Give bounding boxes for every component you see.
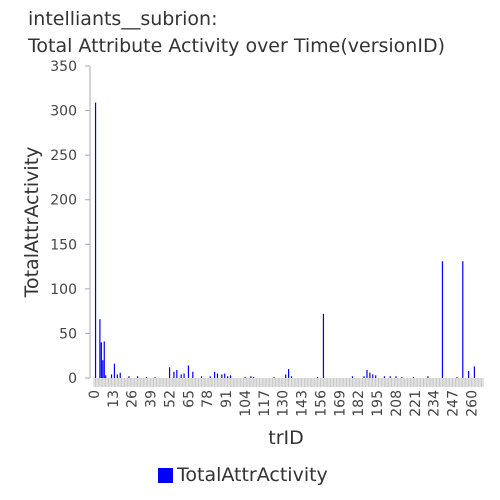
bar (99, 319, 101, 378)
bar (180, 374, 182, 378)
chart-title-line-2: Total Attribute Activity over Time(versi… (28, 35, 445, 57)
bar (389, 376, 391, 378)
bar (441, 261, 444, 378)
y-tick-label: 0 (68, 371, 77, 387)
x-axis-title: trID (268, 427, 304, 449)
bar (224, 373, 226, 378)
bar (209, 376, 211, 378)
x-tick-label: 130 (276, 390, 292, 417)
bar (285, 374, 287, 378)
bar (221, 374, 223, 378)
x-tick-label: 104 (238, 390, 254, 417)
bar (290, 376, 293, 378)
y-tick-label: 150 (50, 237, 77, 253)
bar (369, 372, 371, 378)
bar (110, 374, 113, 378)
legend: TotalAttrActivity (158, 464, 328, 486)
y-axis-title: TotalAttrActivity (21, 147, 43, 299)
bar-series (94, 102, 475, 378)
bar (351, 376, 354, 378)
y-tick-label: 200 (50, 193, 77, 209)
bar (383, 376, 385, 378)
y-tick-label: 50 (59, 326, 77, 342)
bar (253, 377, 255, 378)
x-tick-label: 0 (87, 390, 103, 399)
bar (473, 366, 475, 378)
bar (366, 369, 368, 378)
bar (216, 373, 219, 378)
bar (213, 371, 216, 378)
x-tick-label: 247 (446, 390, 462, 417)
bar (173, 371, 175, 378)
x-tick-label: 117 (257, 390, 273, 417)
bar (250, 376, 252, 378)
bar (322, 313, 325, 378)
bar (102, 360, 104, 378)
bar (317, 377, 319, 378)
legend-swatch (158, 467, 173, 483)
x-axis-ticks: 0 13 26 39 52 65 78 91 104 117 130 143 156 169 182 195 2… (87, 378, 484, 417)
x-tick-label: 260 (464, 390, 480, 417)
bar (229, 375, 232, 378)
chart-title: intelliants__subrion: Total Attribute Ac… (28, 6, 445, 60)
bar (100, 342, 102, 378)
y-axis-ticks: 0 50 100 150 200 250 300 350 (50, 59, 90, 387)
bar (427, 376, 429, 378)
bar (288, 369, 290, 378)
x-tick-label: 39 (144, 390, 160, 408)
bar (363, 376, 365, 378)
y-tick-label: 100 (50, 282, 77, 298)
bar (187, 365, 190, 378)
x-tick-label: 195 (370, 390, 386, 417)
x-tick-label: 78 (200, 390, 216, 408)
bar (113, 363, 116, 378)
bar (412, 377, 415, 378)
x-tick-label: 234 (427, 390, 443, 417)
bar (128, 376, 130, 378)
bar (183, 373, 185, 378)
bar (192, 371, 194, 378)
bar (467, 370, 470, 378)
bar (227, 376, 229, 378)
bar (375, 375, 377, 378)
bar (119, 372, 121, 378)
x-tick-label: 143 (295, 390, 311, 417)
bar (401, 377, 403, 378)
x-tick-label: 221 (408, 390, 424, 417)
bar (176, 369, 178, 378)
bar (168, 367, 171, 378)
bar (395, 376, 397, 378)
bar (137, 376, 139, 378)
x-tick-label: 13 (106, 390, 122, 408)
bar (456, 377, 458, 378)
x-tick-label: 52 (162, 390, 178, 408)
bar (94, 102, 97, 378)
bar (462, 261, 464, 378)
bar (116, 374, 118, 378)
y-tick-label: 350 (50, 59, 77, 75)
y-tick-label: 300 (50, 104, 77, 120)
x-tick-label: 182 (351, 390, 367, 417)
bar (200, 376, 203, 378)
bar (105, 375, 107, 378)
x-tick-label: 91 (219, 390, 235, 408)
bar (145, 377, 147, 378)
bar (154, 377, 156, 378)
bar (244, 377, 246, 378)
bar (372, 374, 374, 378)
x-tick-label: 156 (313, 390, 329, 417)
x-tick-label: 26 (125, 390, 141, 408)
y-tick-label: 250 (50, 148, 77, 164)
x-tick-label: 65 (181, 390, 197, 408)
bar (273, 377, 275, 378)
legend-label: TotalAttrActivity (177, 464, 328, 486)
chart-title-line-1: intelliants__subrion: (28, 8, 218, 30)
x-tick-label: 208 (389, 390, 405, 417)
bar (103, 341, 105, 378)
x-tick-label: 169 (332, 390, 348, 417)
